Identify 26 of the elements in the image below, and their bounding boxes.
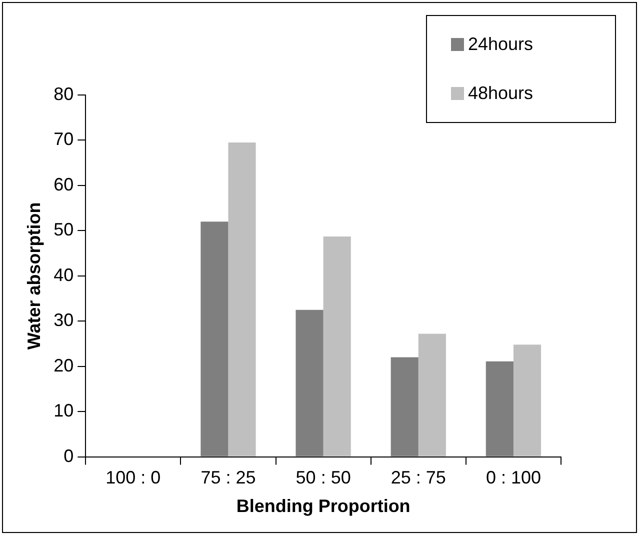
legend-label: 24hours	[468, 34, 534, 55]
y-tick-label: 40	[54, 264, 74, 285]
y-tick-label: 70	[54, 129, 74, 150]
y-tick-label: 10	[54, 400, 74, 421]
legend-label: 48hours	[468, 83, 534, 104]
y-tick-label: 30	[54, 310, 74, 330]
bar	[418, 334, 446, 456]
bar	[323, 236, 351, 456]
x-axis-title: Blending Proportion	[236, 496, 410, 516]
bar	[296, 310, 324, 456]
y-tick-label: 50	[54, 220, 74, 240]
y-tick-label: 20	[54, 355, 74, 376]
x-tick-label: 75 : 25	[200, 468, 256, 488]
bar	[390, 357, 418, 456]
x-tick-label: 25 : 75	[390, 468, 446, 488]
x-tick-label: 0 : 100	[486, 468, 541, 488]
bar	[200, 222, 228, 456]
x-tick-label: 100 : 0	[106, 468, 161, 488]
x-tick-label: 50 : 50	[296, 468, 351, 488]
bar	[228, 142, 256, 456]
y-tick-label: 0	[64, 446, 74, 466]
bar	[486, 361, 514, 456]
y-axis-title: Water absorption	[24, 202, 44, 350]
bar	[513, 344, 542, 456]
y-tick-label: 80	[54, 84, 74, 104]
y-tick-label: 60	[54, 174, 74, 194]
